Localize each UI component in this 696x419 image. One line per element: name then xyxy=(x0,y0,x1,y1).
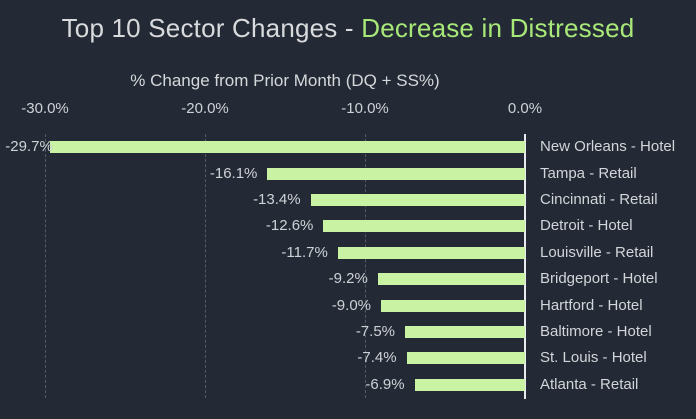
bar xyxy=(414,378,525,391)
bar xyxy=(381,299,525,312)
chart-title-accent: Decrease in Distressed xyxy=(361,13,635,43)
gridline xyxy=(45,134,46,398)
bar-value-label: -9.0% xyxy=(331,296,371,314)
bar-value-label: -9.2% xyxy=(328,270,368,288)
bar xyxy=(323,220,525,233)
x-axis-tick-label: -30.0% xyxy=(21,100,69,117)
bar xyxy=(310,194,525,206)
category-label: Bridgeport - Hotel xyxy=(540,270,658,288)
category-label: Baltimore - Hotel xyxy=(540,323,652,340)
bar xyxy=(405,326,525,338)
bar xyxy=(406,352,525,365)
x-axis-tick-label: -20.0% xyxy=(181,100,229,117)
bar-value-label: -16.1% xyxy=(209,164,258,182)
x-axis-tick-label: -10.0% xyxy=(341,100,389,117)
category-label: Hartford - Hotel xyxy=(540,296,643,314)
bar-value-label: -7.4% xyxy=(357,349,397,367)
chart-title: Top 10 Sector Changes - Decrease in Dist… xyxy=(0,13,696,44)
chart-title-prefix: Top 10 Sector Changes - xyxy=(61,13,362,43)
category-label: Tampa - Retail xyxy=(540,164,637,182)
category-label: St. Louis - Hotel xyxy=(540,349,647,367)
plot-area: -29.7% New Orleans - Hotel -16.1% Tampa - R… xyxy=(0,134,696,399)
gridline xyxy=(365,134,366,398)
bar xyxy=(267,167,525,180)
bar-value-label: -7.5% xyxy=(355,323,395,340)
x-axis-tick-label: 0.0% xyxy=(507,100,543,117)
y-axis-line xyxy=(524,134,526,399)
bar xyxy=(337,246,525,259)
bar xyxy=(377,273,525,286)
category-label: Cincinnati - Retail xyxy=(540,191,658,208)
bar-value-label: -6.9% xyxy=(365,375,405,393)
category-label: Louisville - Retail xyxy=(540,243,654,261)
bar-value-label: -12.6% xyxy=(265,217,314,235)
bar xyxy=(49,141,525,154)
category-label: New Orleans - Hotel xyxy=(540,138,676,156)
bar-value-label: -29.7% xyxy=(5,138,53,156)
bar-value-label: -11.7% xyxy=(281,243,328,261)
category-label: Detroit - Hotel xyxy=(540,217,633,235)
x-axis-title: % Change from Prior Month (DQ + SS%) xyxy=(130,71,440,90)
gridline xyxy=(205,134,206,398)
bar-value-label: -13.4% xyxy=(253,191,301,208)
category-label: Atlanta - Retail xyxy=(540,375,639,393)
